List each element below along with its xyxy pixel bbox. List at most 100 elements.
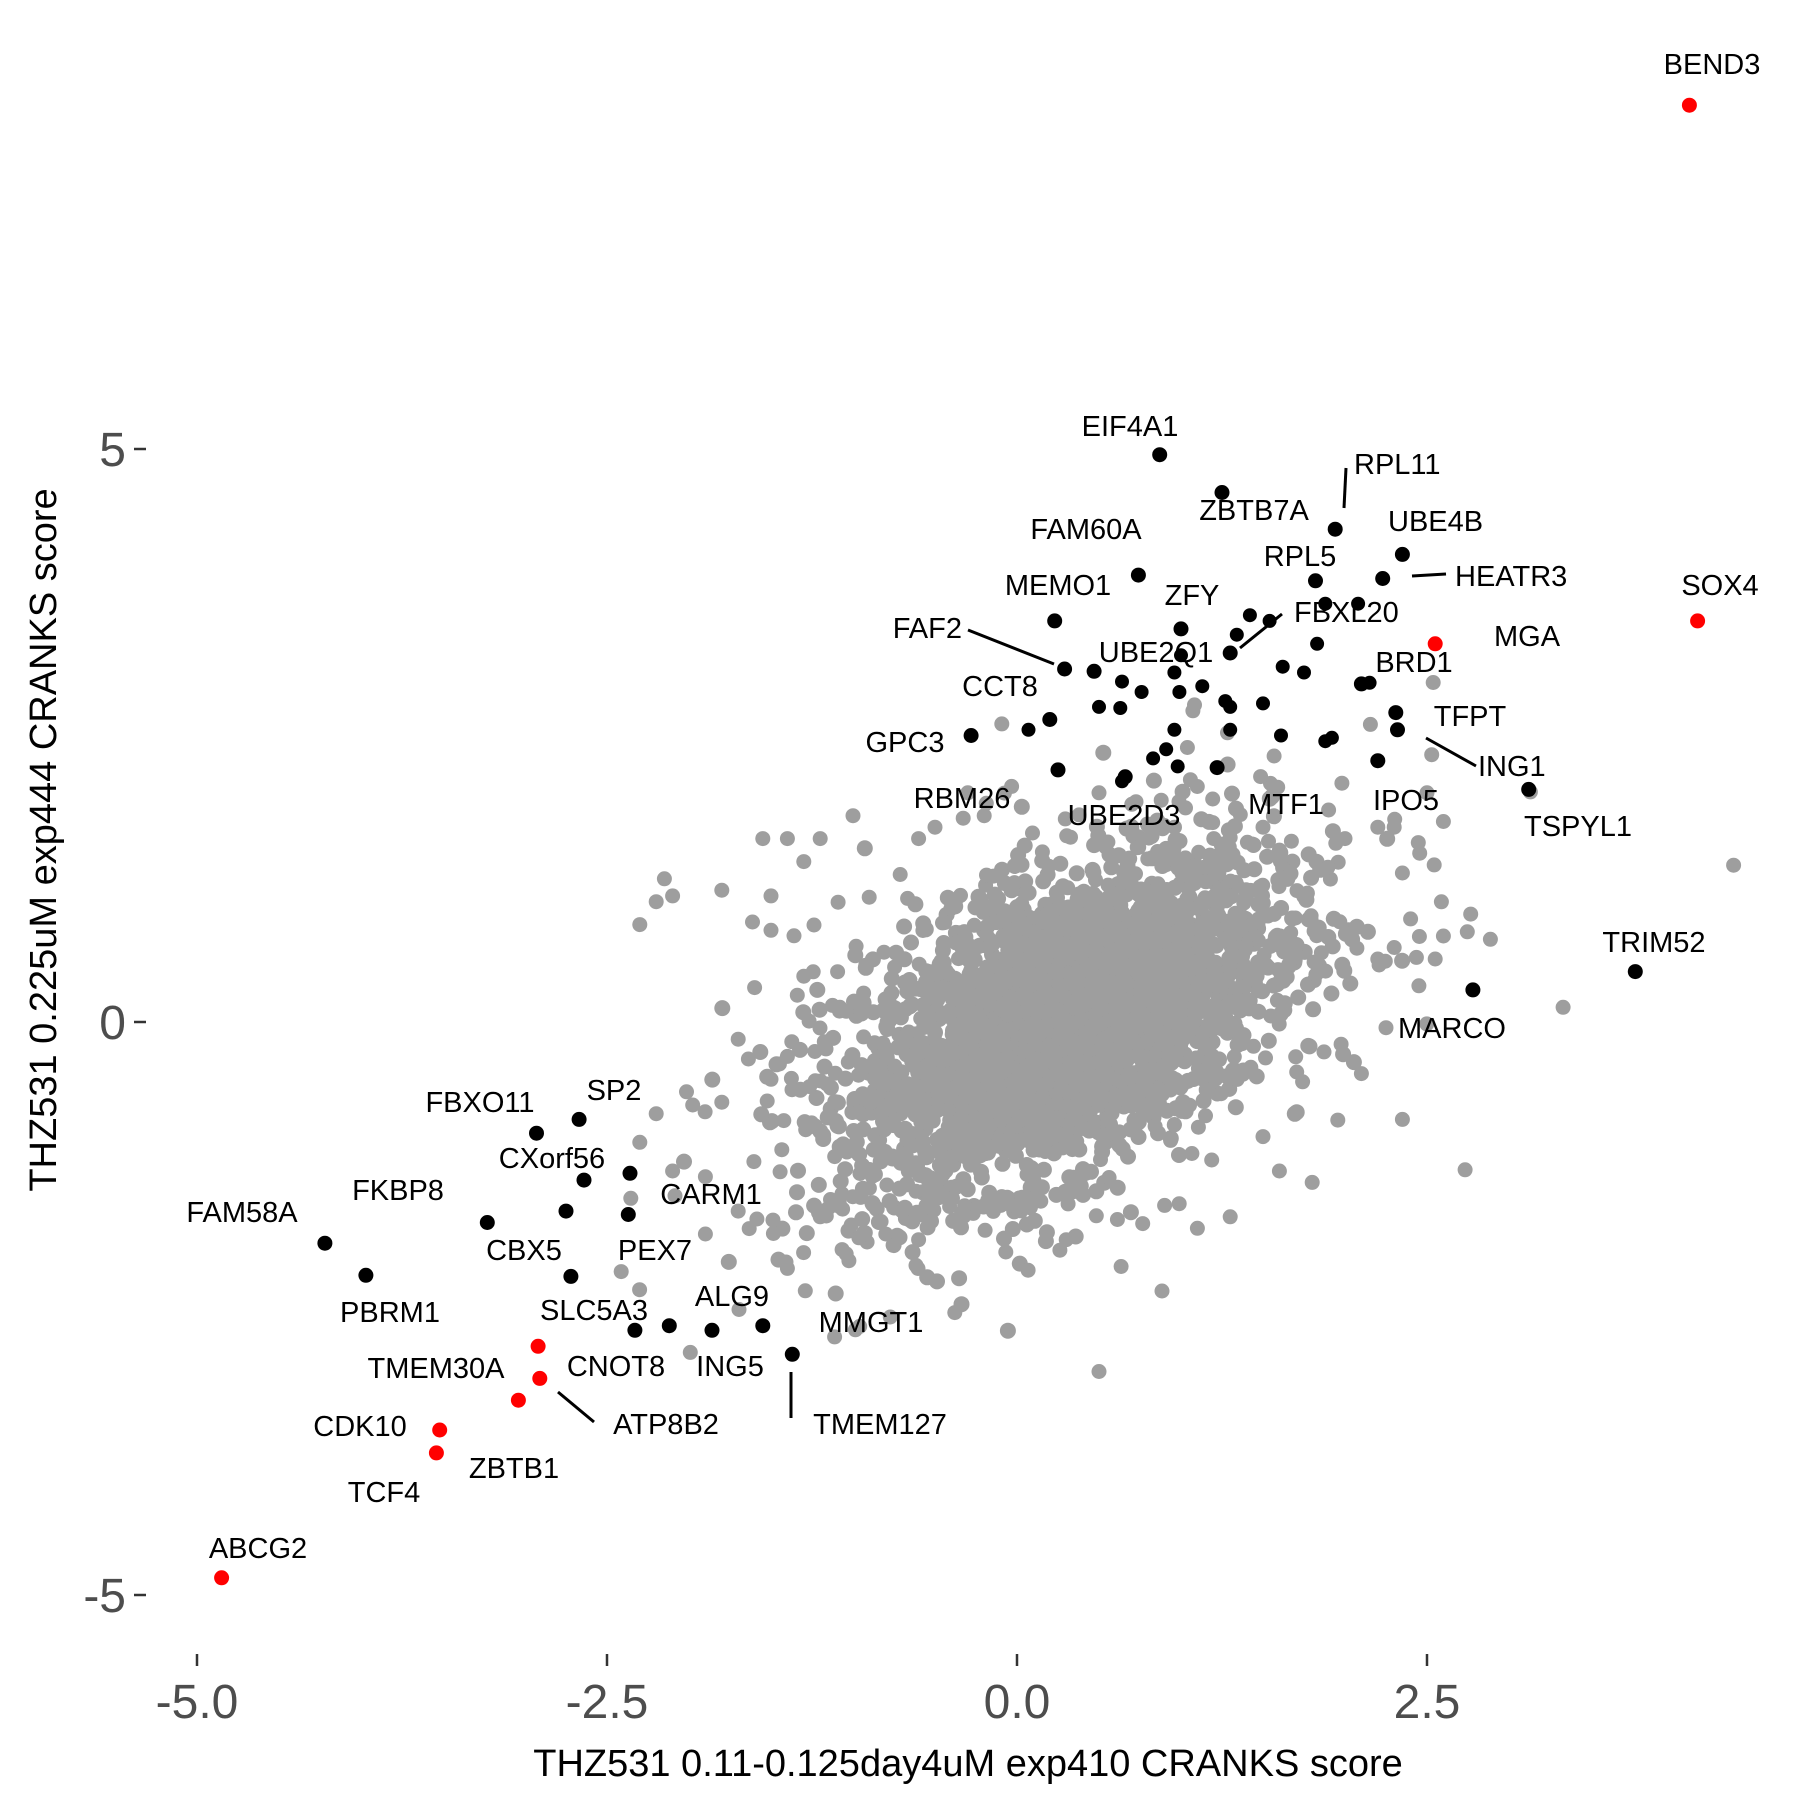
gene-point-fam58a <box>317 1235 333 1251</box>
background-point <box>746 1154 762 1170</box>
background-point <box>1154 1087 1170 1102</box>
background-point <box>892 867 908 882</box>
background-point <box>623 1190 639 1206</box>
background-point <box>819 1076 835 1092</box>
highlight-point <box>1092 699 1106 714</box>
gene-label-fam60a: FAM60A <box>1030 514 1142 546</box>
background-point <box>1255 1129 1271 1145</box>
gene-point-cbx5 <box>479 1215 495 1230</box>
background-point <box>873 1214 889 1229</box>
gene-point-ube2d3 <box>1117 769 1133 785</box>
background-point <box>916 1020 932 1036</box>
background-point <box>1253 769 1269 785</box>
background-point <box>1024 936 1040 952</box>
background-point <box>788 1204 804 1221</box>
background-point <box>1132 899 1148 915</box>
background-point <box>1209 921 1224 937</box>
background-point <box>1064 1084 1080 1100</box>
background-point <box>981 1184 998 1201</box>
background-point <box>1118 1017 1134 1033</box>
gene-point-gpc3 <box>963 728 979 743</box>
background-point <box>1153 851 1169 867</box>
background-point <box>1258 1050 1273 1066</box>
background-point <box>1009 1199 1025 1215</box>
background-point <box>774 1142 790 1158</box>
gene-point-sp2 <box>571 1111 587 1127</box>
background-point <box>876 944 892 960</box>
gene-label-alg9: ALG9 <box>695 1281 769 1313</box>
background-point <box>1154 1283 1170 1299</box>
background-point <box>1235 1062 1251 1078</box>
gene-point-zbtb7a <box>1214 485 1230 500</box>
gene-point-marco <box>1465 982 1481 998</box>
background-point <box>1303 908 1319 924</box>
background-point <box>973 1169 990 1186</box>
background-point <box>714 1000 731 1017</box>
background-point <box>892 1039 908 1055</box>
background-point <box>1095 744 1112 761</box>
background-point <box>1221 996 1237 1012</box>
gene-point-fam60a <box>1130 567 1146 583</box>
background-point <box>1128 866 1143 882</box>
background-point <box>1288 937 1305 953</box>
background-point <box>1145 772 1162 789</box>
background-point <box>989 1038 1004 1054</box>
gene-point-fkbp8 <box>558 1203 574 1219</box>
background-point <box>832 1003 847 1019</box>
background-point <box>973 891 989 907</box>
background-point <box>874 1076 891 1093</box>
background-point <box>938 1157 953 1173</box>
background-point <box>789 987 805 1003</box>
background-point <box>783 1070 799 1086</box>
background-point <box>806 917 822 933</box>
gene-point-ube2q1 <box>1086 663 1102 679</box>
background-point <box>1261 833 1276 849</box>
background-point <box>953 887 968 903</box>
background-point <box>904 1244 921 1261</box>
background-point <box>908 1257 924 1273</box>
background-point <box>730 1031 746 1047</box>
background-point <box>1035 1161 1052 1178</box>
background-point <box>893 1122 909 1138</box>
gene-label-zfy: ZFY <box>1165 580 1220 612</box>
background-point <box>1170 1044 1186 1060</box>
gene-label-tmem127: TMEM127 <box>813 1409 947 1441</box>
background-point <box>810 1176 827 1193</box>
background-point <box>1058 923 1073 939</box>
background-point <box>1130 1093 1147 1110</box>
background-point <box>1269 976 1286 993</box>
background-point <box>1337 831 1353 847</box>
highlight-point <box>1172 685 1187 699</box>
highlight-point <box>1262 613 1277 628</box>
highlight-point <box>1223 699 1238 714</box>
background-point <box>1045 1130 1060 1146</box>
background-point <box>948 935 964 951</box>
gene-label-brd1: BRD1 <box>1375 647 1452 679</box>
background-point <box>837 1161 854 1178</box>
labeled-points <box>214 97 1706 1586</box>
background-point <box>1160 999 1176 1015</box>
background-point <box>790 1162 806 1179</box>
background-point-cloud <box>613 675 1742 1379</box>
background-point <box>998 1094 1014 1110</box>
background-point <box>882 1013 898 1029</box>
gene-label-carm1: CARM1 <box>660 1179 762 1211</box>
gene-label-cnot8: CNOT8 <box>567 1351 665 1383</box>
background-point <box>1184 1146 1200 1161</box>
gene-label-rbm26: RBM26 <box>914 783 1011 815</box>
background-point <box>1308 853 1325 870</box>
background-point <box>1023 974 1039 990</box>
background-point <box>1037 1233 1054 1250</box>
gene-point-sox4 <box>1690 613 1706 629</box>
background-point <box>899 1026 915 1042</box>
background-point <box>946 978 962 994</box>
background-point <box>1133 881 1149 898</box>
background-point <box>1271 1163 1287 1179</box>
background-point <box>776 1113 792 1129</box>
gene-point-tmem30a <box>530 1338 546 1354</box>
background-point <box>1197 1024 1213 1039</box>
background-point <box>1211 1051 1227 1068</box>
background-point <box>1283 833 1299 849</box>
gene-label-tcf4: TCF4 <box>348 1477 421 1509</box>
